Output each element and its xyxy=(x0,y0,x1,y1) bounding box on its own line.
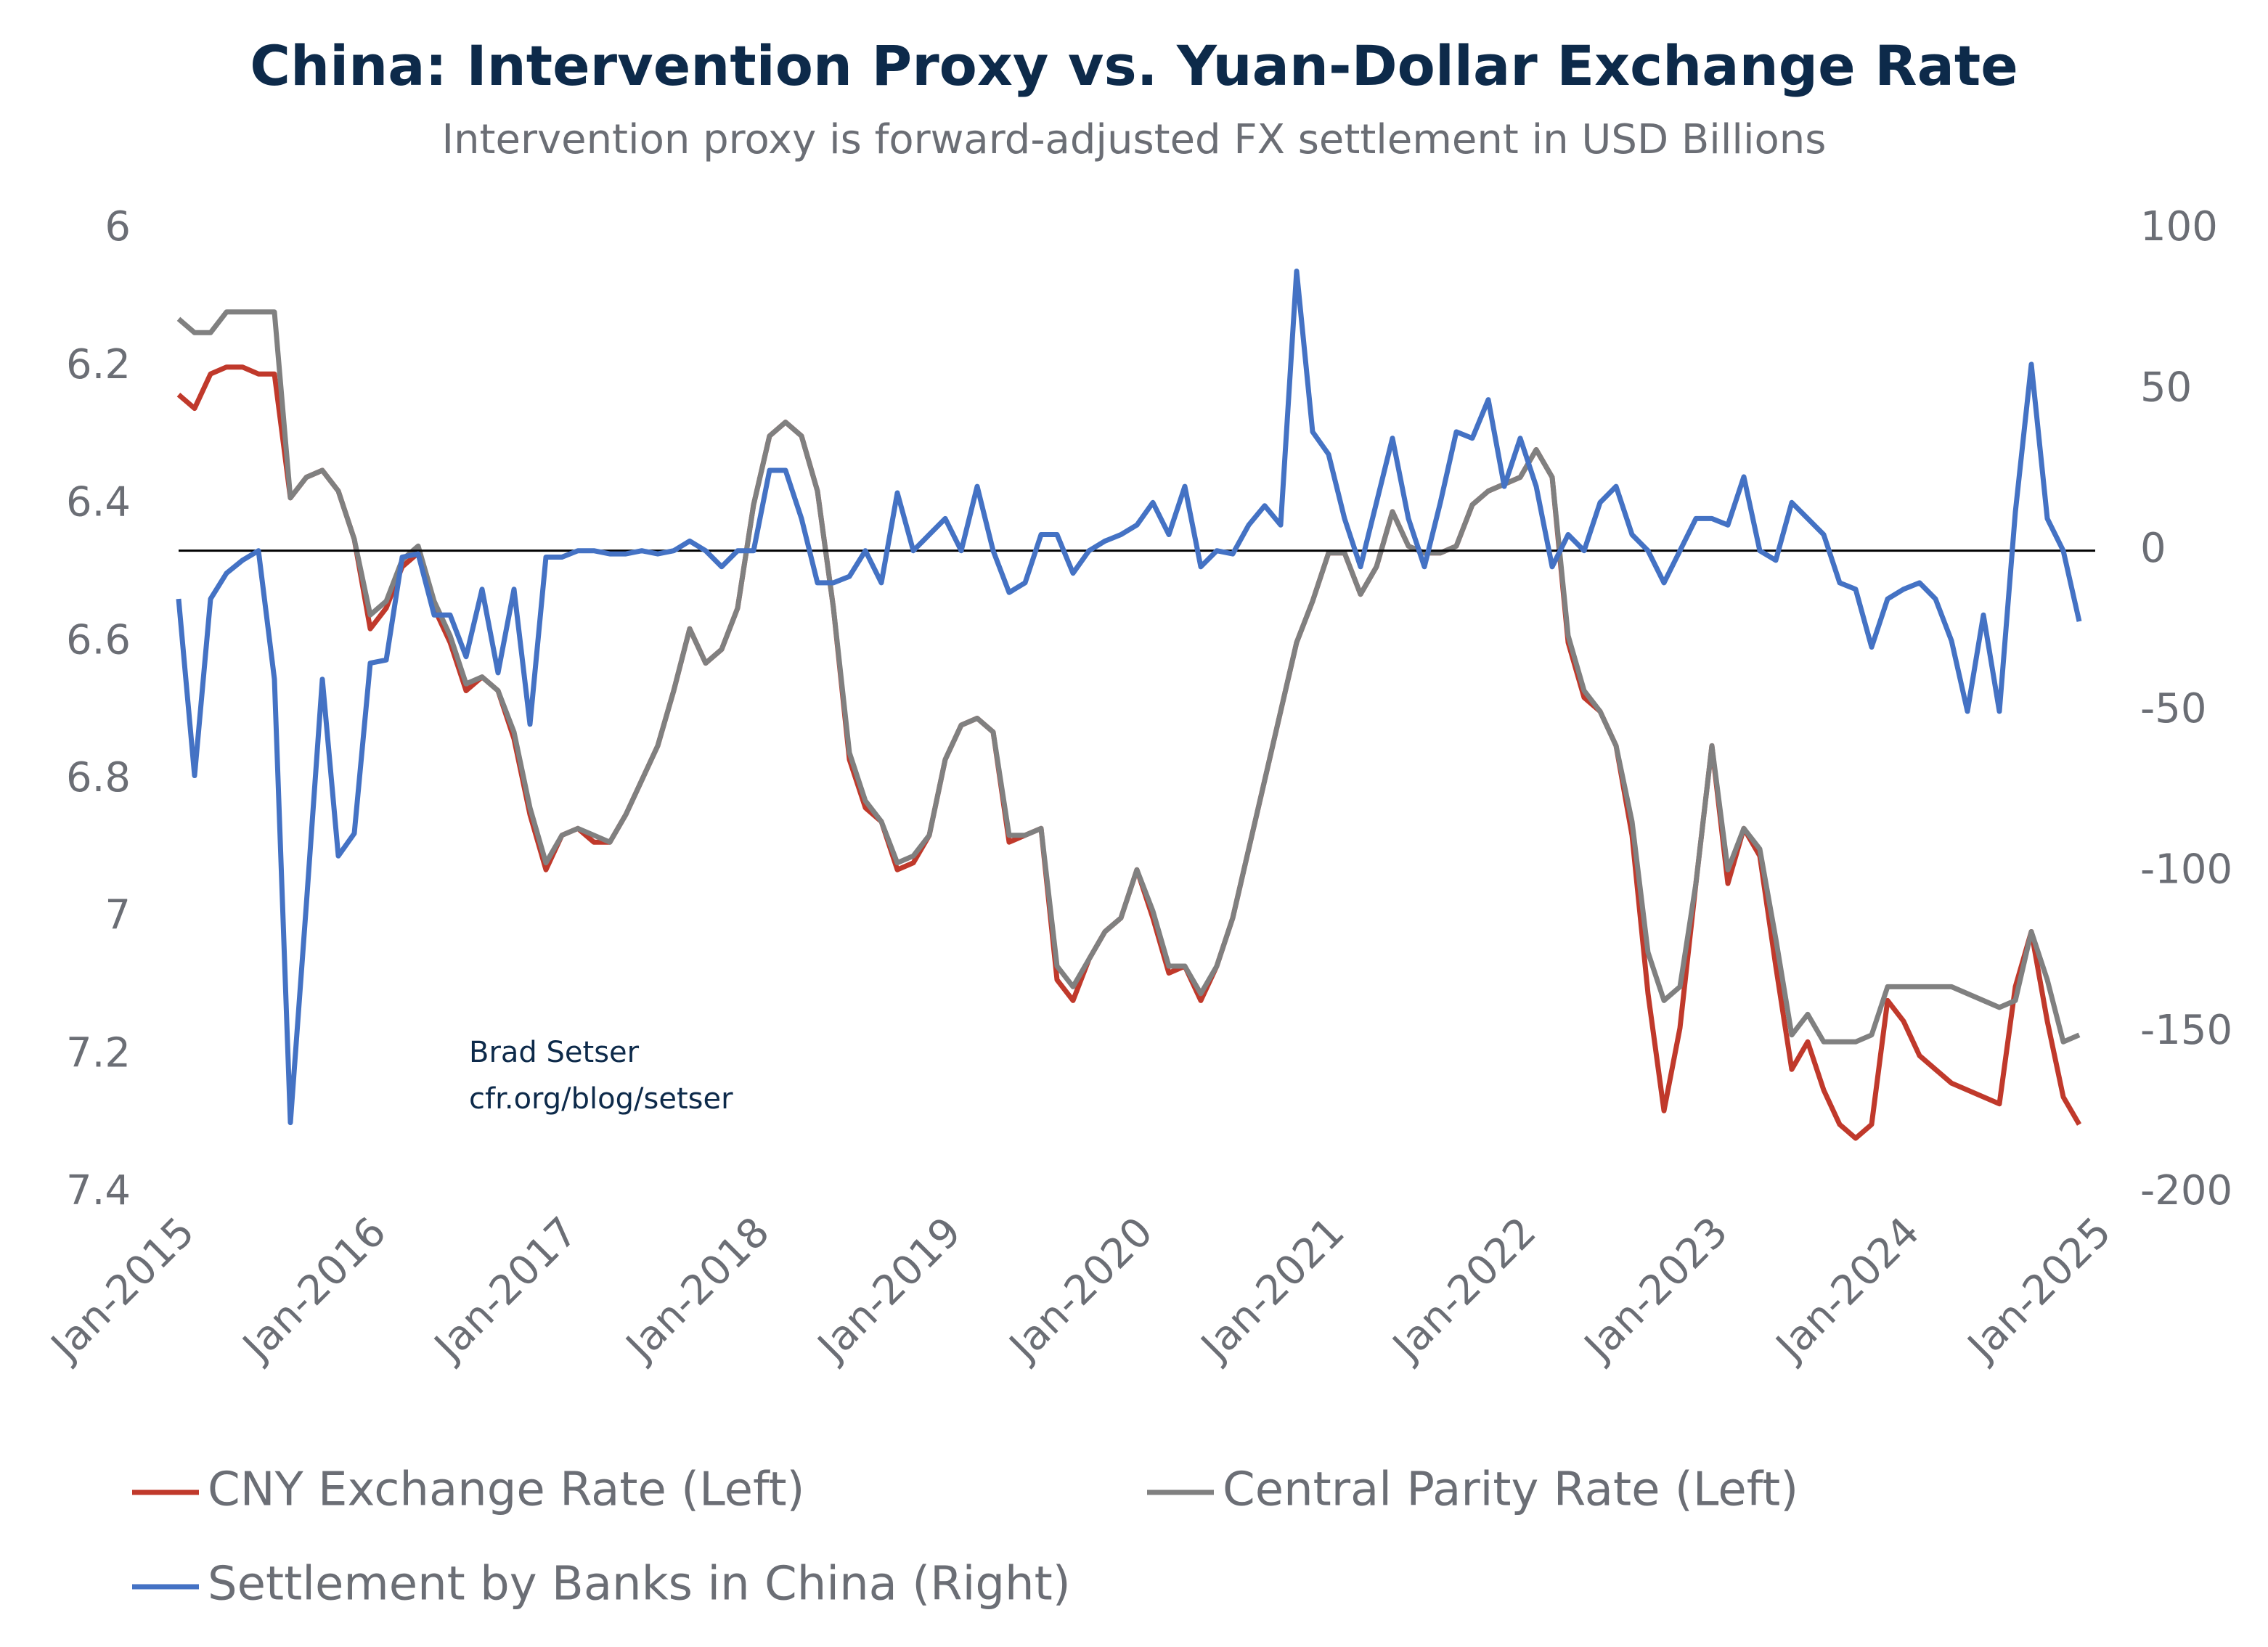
legend-label: CNY Exchange Rate (Left) xyxy=(208,1463,805,1517)
annotation: Brad Setser xyxy=(469,1036,640,1069)
y2-tick-label: -200 xyxy=(2140,1167,2232,1214)
series-line xyxy=(176,309,2081,1045)
y-tick-label: 6.2 xyxy=(66,341,131,388)
y2-tick-label: -100 xyxy=(2140,846,2232,893)
y2-tick-label: 50 xyxy=(2140,364,2192,411)
y2-tick-label: -50 xyxy=(2140,685,2206,732)
series-line xyxy=(176,269,2082,1126)
y-tick-label: 7 xyxy=(105,892,131,939)
y-tick-label: 7.2 xyxy=(66,1029,131,1076)
chart-title: China: Intervention Proxy vs. Yuan-Dolla… xyxy=(250,33,2018,98)
y2-tick-label: 100 xyxy=(2140,203,2218,250)
y-tick-label: 7.4 xyxy=(66,1167,131,1214)
y-tick-label: 6.6 xyxy=(66,616,131,663)
y2-tick-label: 0 xyxy=(2140,525,2166,572)
legend-label: Settlement by Banks in China (Right) xyxy=(208,1558,1071,1611)
annotation: cfr.org/blog/setser xyxy=(469,1082,733,1116)
chart-subtitle: Intervention proxy is forward-adjusted F… xyxy=(442,116,1827,163)
legend-label: Central Parity Rate (Left) xyxy=(1223,1463,1798,1517)
y-tick-label: 6.8 xyxy=(66,754,131,801)
y-tick-label: 6.4 xyxy=(66,479,131,526)
y-tick-label: 6 xyxy=(105,203,131,250)
y2-tick-label: -150 xyxy=(2140,1007,2232,1054)
